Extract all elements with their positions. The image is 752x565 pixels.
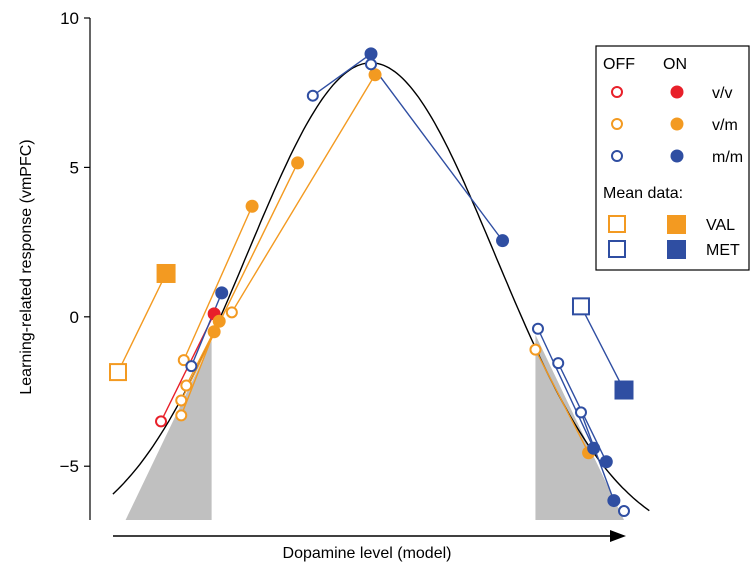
pair-line-m-m-4 [537, 328, 595, 449]
point-on-m-m-1 [215, 286, 229, 300]
point-off-v-m-4 [180, 379, 193, 392]
mean-square-off-val [109, 363, 127, 382]
point-on-v-m-3 [207, 325, 221, 339]
y-axis-title: Learning-related response (vmPFC) [18, 139, 35, 394]
point-off-m-m-1 [185, 360, 198, 373]
legend-header-off: OFF [603, 56, 635, 73]
data-points [109, 47, 634, 518]
point-off-m-m-7 [618, 505, 630, 518]
legend-label-v-m: v/m [712, 117, 738, 134]
legend-on-marker-v-v [670, 85, 684, 99]
legend-rows: v/v v/m m/m [611, 85, 743, 166]
legend-header-on: ON [663, 56, 687, 73]
mean-square-off-met [571, 297, 590, 316]
mean-line-met [580, 306, 625, 391]
y-tick-label-5: 5 [70, 158, 79, 177]
legend-on-marker-m-m [670, 149, 684, 163]
point-on-m-m-5 [599, 455, 613, 469]
point-off-m-m-5 [552, 357, 565, 370]
pair-line-m-m-6 [580, 412, 615, 501]
shaded-region-2 [535, 334, 624, 520]
legend-on-marker-v-m [670, 117, 684, 131]
point-off-v-m-6 [529, 343, 542, 356]
point-off-v-v-1 [155, 415, 168, 428]
mean-square-on-met [614, 380, 634, 400]
shaded-region-1 [125, 340, 212, 520]
y-tick-label-0: 0 [70, 308, 79, 327]
point-on-v-m-4 [212, 314, 226, 328]
x-axis [113, 530, 626, 542]
point-on-m-m-3 [496, 234, 510, 248]
legend-mean-label-met: MET [706, 242, 740, 259]
pair-line-m-m-1 [190, 292, 223, 367]
y-axis: −5 0 5 10 [60, 9, 91, 520]
point-on-v-m-5 [368, 68, 382, 82]
pair-line-v-m-2 [180, 162, 299, 401]
pair-line-v-m-1 [183, 205, 253, 361]
point-off-m-m-3 [365, 58, 377, 71]
legend-mean-rows: VAL MET [608, 215, 740, 259]
legend: OFF ON v/v v/m m/m Mean data: VAL MET [595, 45, 750, 271]
pair-line-v-m-5 [231, 74, 376, 313]
x-axis-arrow-head [610, 530, 626, 542]
pair-line-m-m-3 [370, 63, 504, 242]
legend-mean-label-val: VAL [706, 217, 735, 234]
pair-line-m-m-2 [312, 53, 372, 97]
legend-mean-header: Mean data: [603, 185, 683, 202]
point-off-m-m-4 [531, 322, 544, 335]
x-axis-title: Dopamine level (model) [283, 545, 452, 562]
point-off-m-m-2 [306, 89, 319, 102]
legend-off-marker-m-m [611, 150, 623, 162]
point-on-v-m-1 [245, 199, 259, 213]
point-on-m-m-2 [364, 47, 378, 61]
point-on-m-m-4 [587, 441, 601, 455]
legend-mean-on-met [667, 240, 686, 259]
shaded-regions [125, 334, 624, 520]
point-off-v-m-1 [177, 354, 190, 367]
point-off-v-m-3 [175, 409, 188, 422]
y-tick-label--5: −5 [60, 457, 79, 476]
pair-line-v-m-6 [534, 349, 590, 454]
mean-line-val [117, 273, 167, 373]
legend-mean-on-val [667, 215, 686, 234]
legend-mean-off-met [608, 240, 626, 258]
legend-label-m-m: m/m [712, 149, 743, 166]
legend-label-v-v: v/v [712, 85, 732, 102]
point-off-v-m-2 [175, 394, 188, 407]
legend-off-marker-v-m [611, 118, 623, 130]
point-off-v-m-5 [225, 306, 238, 319]
point-on-v-m-2 [291, 156, 305, 170]
pair-lines [117, 53, 625, 501]
legend-off-marker-v-v [611, 86, 623, 98]
point-off-m-m-6 [574, 406, 587, 419]
mean-square-on-val [156, 263, 176, 283]
point-on-m-m-6 [607, 494, 621, 508]
y-tick-label-10: 10 [60, 9, 79, 28]
legend-mean-off-val [608, 215, 626, 233]
